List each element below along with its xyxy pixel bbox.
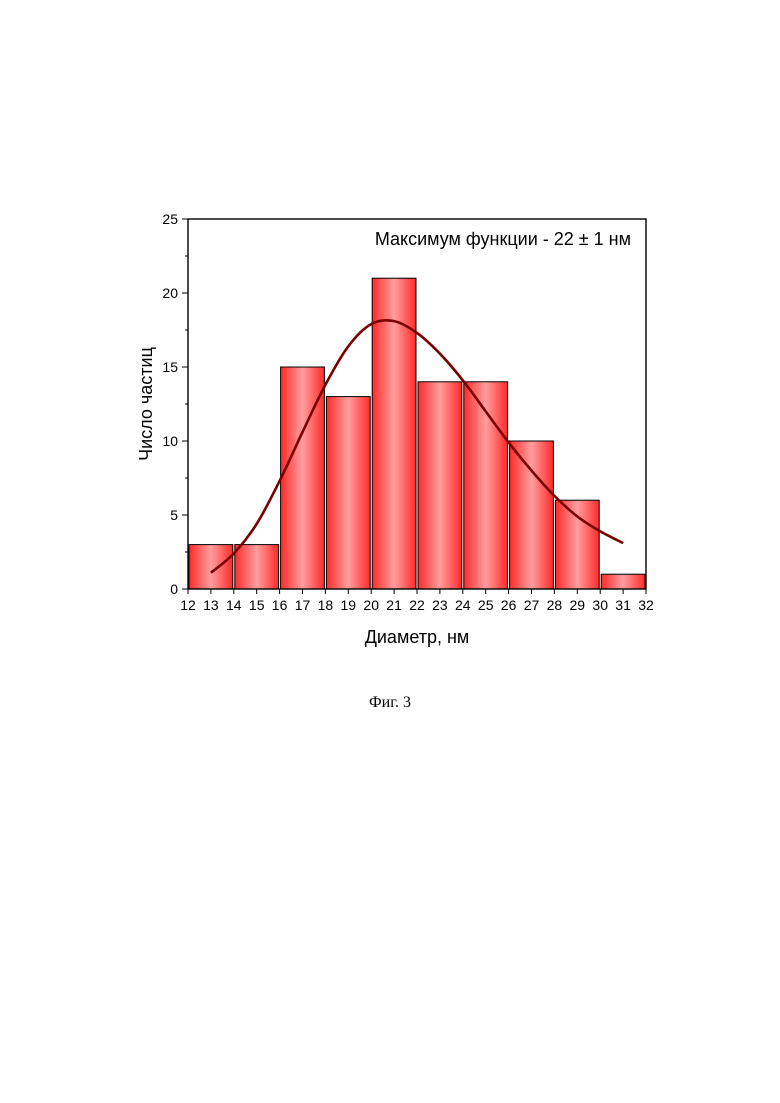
x-tick-label-15: 15 [249,597,265,613]
x-tick-label-16: 16 [272,597,288,613]
x-tick-label-23: 23 [432,597,448,613]
y-tick-label-25: 25 [162,211,178,227]
x-tick-label-12: 12 [180,597,196,613]
x-tick-label-29: 29 [570,597,586,613]
figure-caption: Фиг. 3 [0,694,780,712]
x-tick-label-22: 22 [409,597,425,613]
histogram-bar-28-30 [555,500,599,589]
x-tick-label-28: 28 [547,597,563,613]
chart-annotation: Максимум функции - 22 ± 1 нм [375,229,631,249]
histogram-bar-30-32 [601,574,645,589]
histogram-bar-22-24 [418,382,462,589]
histogram-bar-20-22 [372,278,416,589]
x-tick-label-17: 17 [295,597,311,613]
x-tick-label-21: 21 [386,597,402,613]
histogram-bar-14-16 [235,545,279,589]
x-tick-label-18: 18 [318,597,334,613]
x-tick-label-25: 25 [478,597,494,613]
histogram-bar-26-28 [510,441,554,589]
y-axis-title: Число частиц [136,347,156,461]
x-axis-title: Диаметр, нм [365,627,470,647]
y-tick-label-10: 10 [162,433,178,449]
x-tick-label-31: 31 [615,597,631,613]
x-tick-label-27: 27 [524,597,540,613]
x-tick-label-24: 24 [455,597,471,613]
x-tick-label-32: 32 [638,597,654,613]
x-tick-label-30: 30 [592,597,608,613]
histogram-bar-18-20 [326,397,370,589]
x-tick-label-26: 26 [501,597,517,613]
x-tick-label-14: 14 [226,597,242,613]
bars-layer [189,278,645,589]
x-tick-label-13: 13 [203,597,219,613]
y-tick-label-20: 20 [162,285,178,301]
y-tick-label-5: 5 [170,507,178,523]
y-tick-label-15: 15 [162,359,178,375]
x-tick-label-20: 20 [363,597,379,613]
x-tick-label-19: 19 [341,597,357,613]
histogram-bar-12-14 [189,545,233,589]
y-tick-label-0: 0 [170,581,178,597]
